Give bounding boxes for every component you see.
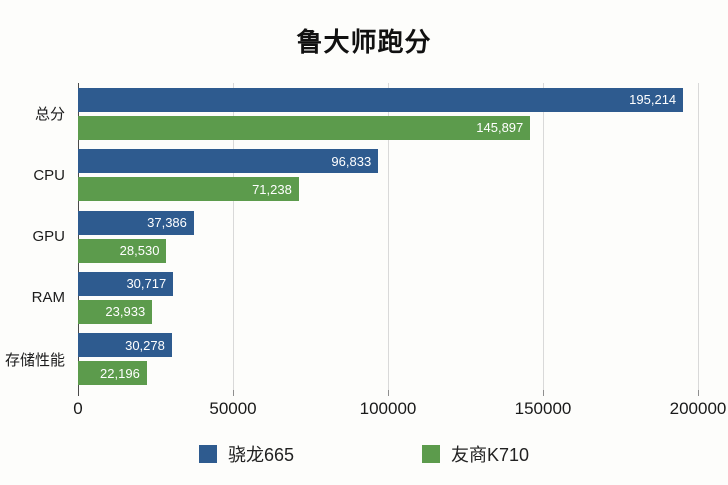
x-tick bbox=[78, 390, 79, 396]
legend-item-series1: 骁龙665 bbox=[198, 441, 294, 467]
bar-series2: 145,897 bbox=[78, 115, 531, 140]
x-tick-label: 50000 bbox=[209, 399, 257, 418]
plot-area: 195,214 145,897 96,833 71,238 37,386 28,530 30… bbox=[78, 83, 699, 390]
legend: 骁龙665 友商K710 bbox=[0, 441, 728, 467]
legend-item-series2: 友商K710 bbox=[422, 441, 529, 467]
bar-series1: 30,278 bbox=[78, 333, 172, 358]
legend-swatch-series1 bbox=[198, 445, 217, 463]
bar-value-label: 30,278 bbox=[125, 337, 165, 353]
x-axis-labels: 0 50000 100000 150000 200000 bbox=[73, 399, 726, 421]
bar-value-label: 37,386 bbox=[147, 215, 187, 231]
category-label: CPU bbox=[33, 166, 65, 184]
bar-series2: 28,530 bbox=[78, 238, 167, 263]
gridline bbox=[698, 83, 699, 390]
bar-series1: 195,214 bbox=[78, 87, 684, 112]
category-label: RAM bbox=[31, 289, 65, 307]
x-tick bbox=[698, 390, 699, 396]
bar-value-label: 22,196 bbox=[100, 365, 140, 381]
bar-value-label: 30,717 bbox=[126, 276, 167, 292]
legend-label-series2: 友商K710 bbox=[451, 445, 530, 465]
legend-label-series1: 骁龙665 bbox=[227, 445, 294, 465]
gridline bbox=[388, 83, 389, 390]
gridline bbox=[233, 83, 234, 390]
bar-group: 30,278 22,196 bbox=[78, 329, 698, 390]
category-labels: 总分 CPU GPU RAM 存储性能 bbox=[0, 83, 72, 390]
bar-value-label: 96,833 bbox=[331, 153, 372, 169]
bar-group: 96,833 71,238 bbox=[78, 144, 698, 205]
category-label: 存储性能 bbox=[4, 351, 65, 369]
bar-value-label: 28,530 bbox=[119, 243, 160, 259]
gridline bbox=[543, 83, 544, 390]
bar-series1: 37,386 bbox=[78, 210, 194, 235]
x-tick-label: 150000 bbox=[514, 399, 572, 418]
x-axis-ticks bbox=[78, 390, 699, 396]
bar-series2: 71,238 bbox=[78, 177, 299, 202]
bar-value-label: 195,214 bbox=[629, 92, 677, 108]
category-label: 总分 bbox=[34, 106, 65, 124]
x-tick-label: 200000 bbox=[669, 399, 727, 418]
x-tick-label: 0 bbox=[73, 399, 83, 418]
bar-group: 30,717 23,933 bbox=[78, 267, 698, 328]
bar-value-label: 23,933 bbox=[105, 304, 146, 320]
x-tick bbox=[233, 390, 234, 396]
x-tick-label: 100000 bbox=[359, 399, 417, 418]
bar-value-label: 71,238 bbox=[252, 181, 292, 197]
bar-series2: 22,196 bbox=[78, 361, 147, 386]
legend-swatch-series2 bbox=[422, 445, 440, 463]
bar-group: 37,386 28,530 bbox=[78, 206, 698, 267]
x-tick bbox=[388, 390, 389, 396]
x-tick bbox=[543, 390, 544, 396]
bar-series1: 30,717 bbox=[78, 271, 174, 296]
chart-title: 鲁大师跑分 bbox=[296, 27, 432, 57]
bar-series2: 23,933 bbox=[78, 299, 153, 324]
bar-value-label: 145,897 bbox=[476, 120, 524, 136]
bar-group: 195,214 145,897 bbox=[78, 83, 698, 144]
bar-series1: 96,833 bbox=[78, 149, 379, 174]
category-label: GPU bbox=[32, 228, 65, 246]
